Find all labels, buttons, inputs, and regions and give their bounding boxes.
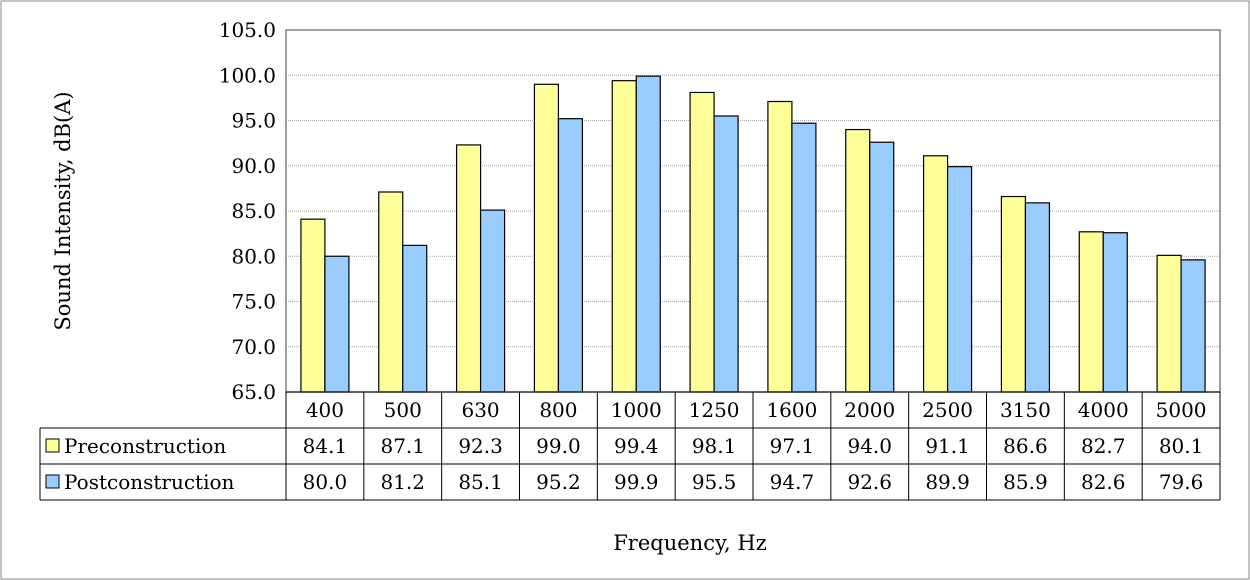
y-tick-label: 75.0 bbox=[231, 290, 276, 314]
x-tick-label: 630 bbox=[461, 398, 499, 422]
bar bbox=[533, 83, 560, 393]
bar bbox=[1000, 195, 1027, 393]
y-tick-label: 80.0 bbox=[231, 244, 276, 268]
legend-label: Preconstruction bbox=[64, 434, 226, 458]
x-tick-label: 4000 bbox=[1078, 398, 1129, 422]
data-label: 87.1 bbox=[380, 434, 425, 458]
x-tick-label: 2000 bbox=[844, 398, 895, 422]
bar bbox=[324, 255, 350, 393]
legend-label: Postconstruction bbox=[64, 470, 235, 494]
bar bbox=[1180, 259, 1206, 393]
data-label: 79.6 bbox=[1159, 470, 1204, 494]
y-axis-ticks: 65.0 70.0 75.0 80.0 85.0 90.0 95.0 100.0 105.0 bbox=[219, 18, 276, 404]
data-label: 91.1 bbox=[925, 434, 970, 458]
data-label: 95.2 bbox=[536, 470, 581, 494]
bar bbox=[946, 166, 973, 393]
data-label: 80.1 bbox=[1159, 434, 1204, 458]
legend-swatch bbox=[45, 474, 60, 489]
bar bbox=[845, 128, 871, 393]
bar bbox=[635, 75, 661, 393]
y-tick-label: 65.0 bbox=[231, 380, 276, 404]
data-label: 97.1 bbox=[770, 434, 815, 458]
bars bbox=[300, 75, 1206, 393]
data-label: 89.9 bbox=[925, 470, 970, 494]
x-tick-label: 1250 bbox=[689, 398, 740, 422]
data-label: 94.0 bbox=[847, 434, 892, 458]
data-label: 80.0 bbox=[303, 470, 348, 494]
data-label: 99.9 bbox=[614, 470, 659, 494]
data-label: 92.6 bbox=[847, 470, 892, 494]
bar bbox=[713, 115, 739, 393]
x-tick-label: 5000 bbox=[1156, 398, 1207, 422]
data-label: 85.1 bbox=[458, 470, 503, 494]
data-label: 99.0 bbox=[536, 434, 581, 458]
bar bbox=[689, 91, 715, 393]
bar bbox=[455, 144, 482, 393]
x-tick-label: 400 bbox=[306, 398, 344, 422]
data-table: 400 500 630 800 1000 1250 1600 2000 2500 3150 4000… bbox=[39, 391, 1221, 501]
bar bbox=[300, 218, 326, 393]
bar bbox=[402, 244, 428, 393]
y-tick-label: 100.0 bbox=[219, 63, 276, 87]
bar bbox=[767, 100, 793, 393]
bar bbox=[1078, 231, 1104, 393]
x-tick-label: 800 bbox=[539, 398, 577, 422]
bar bbox=[1156, 254, 1182, 393]
y-tick-label: 95.0 bbox=[231, 109, 276, 133]
data-label: 86.6 bbox=[1003, 434, 1048, 458]
x-tick-label: 3150 bbox=[1000, 398, 1051, 422]
y-tick-label: 105.0 bbox=[219, 18, 276, 42]
data-label: 99.4 bbox=[614, 434, 659, 458]
data-label: 82.6 bbox=[1081, 470, 1126, 494]
y-tick-label: 70.0 bbox=[231, 335, 276, 359]
x-tick-label: 1000 bbox=[611, 398, 662, 422]
data-label: 98.1 bbox=[692, 434, 737, 458]
x-tick-label: 2500 bbox=[922, 398, 973, 422]
data-label: 82.7 bbox=[1081, 434, 1126, 458]
y-tick-label: 85.0 bbox=[231, 199, 276, 223]
bar bbox=[1102, 232, 1128, 393]
bar bbox=[791, 122, 817, 393]
bar bbox=[378, 191, 404, 393]
y-tick-label: 90.0 bbox=[231, 154, 276, 178]
y-axis-label: Sound Intensity, dB(A) bbox=[51, 91, 75, 330]
data-label: 95.5 bbox=[692, 470, 737, 494]
bar bbox=[611, 80, 637, 393]
x-tick-label: 500 bbox=[384, 398, 422, 422]
data-label: 84.1 bbox=[303, 434, 348, 458]
legend-swatch bbox=[45, 438, 60, 453]
data-label: 81.2 bbox=[380, 470, 425, 494]
data-label: 85.9 bbox=[1003, 470, 1048, 494]
data-label: 92.3 bbox=[458, 434, 503, 458]
x-tick-label: 1600 bbox=[766, 398, 817, 422]
data-label: 94.7 bbox=[770, 470, 815, 494]
bar bbox=[922, 155, 949, 393]
bar bbox=[1024, 202, 1051, 393]
x-axis-label: Frequency, Hz bbox=[613, 531, 767, 555]
bar bbox=[557, 118, 584, 393]
bar bbox=[479, 209, 506, 393]
bar bbox=[869, 141, 895, 393]
